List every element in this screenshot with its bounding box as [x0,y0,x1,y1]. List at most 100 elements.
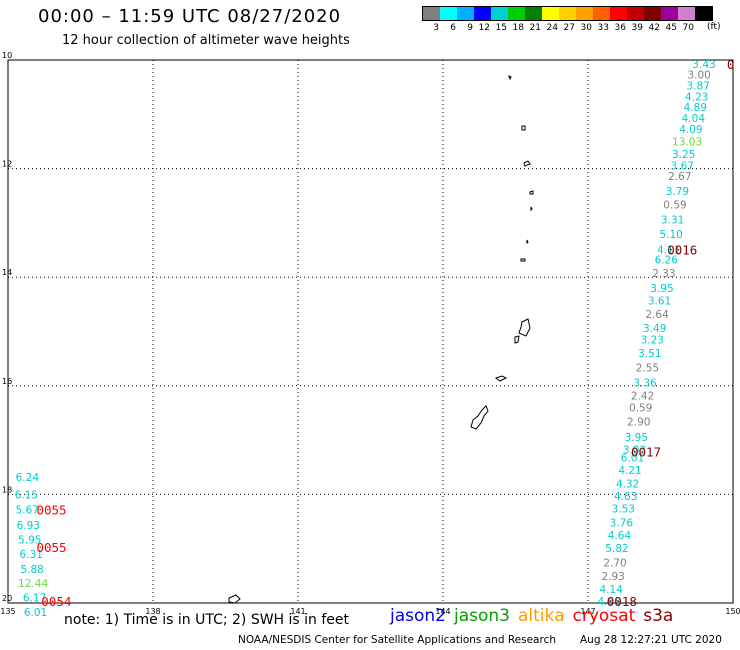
wave-height-reading: 5.67 [16,505,39,517]
color-scale-swatches [422,6,713,21]
wave-height-reading: 3.79 [666,186,689,198]
color-scale-label: 18 [512,23,524,33]
wave-height-reading: 6.01 [24,607,47,619]
satellite-legend: jason2 jason3 altika cryosat s3a [390,606,681,626]
color-scale-labels: 3 6 9 12 15 18 21 24 27 30 33 36 39 42 45 70 [422,23,713,33]
color-scale-label: 30 [580,23,592,33]
wave-height-reading: 5.10 [659,229,682,241]
wave-height-reading: 4.68 [598,596,621,608]
wave-height-reading: 4.04 [682,113,706,125]
color-scale-label: 39 [631,23,643,33]
wave-height-reading: 3.95 [650,283,673,295]
longitude-tick-label: 138 [145,607,160,616]
color-swatch [576,7,593,20]
pass-number-label: 0054 [41,594,71,609]
wave-height-reading: 2.64 [645,309,669,321]
color-swatch [525,7,542,20]
wave-height-reading: 3.03 [623,444,646,456]
wave-height-reading: 3.76 [610,518,634,530]
wave-height-reading: 2.33 [652,268,675,280]
wave-height-reading: 3.95 [625,432,648,444]
wave-height-reading: 4.23 [685,91,708,103]
color-scale-label: 24 [546,23,558,33]
color-scale-label: 33 [597,23,609,33]
footer-note: note: 1) Time is in UTC; 2) SWH is in fe… [64,612,350,628]
wave-height-reading: 4.09 [679,124,702,136]
island-asuncion [508,75,512,81]
latitude-tick-label: 12 [2,160,12,169]
longitude-tick-label: 144 [435,607,450,616]
longitude-tick-label: 135 [0,607,15,616]
wave-height-reading: 4.63 [614,491,637,503]
legend-item-jason2: jason2 [390,606,446,626]
generation-timestamp: Aug 28 12:27:21 UTC 2020 [580,634,722,646]
wave-height-reading: 3.36 [633,378,657,390]
color-scale-label: 21 [529,23,541,33]
pass-number-label: 0055 [36,503,66,518]
color-scale-label: 12 [478,23,490,33]
color-swatch [644,7,661,20]
wave-height-reading: 6.15 [15,489,38,501]
wave-height-reading: 2.42 [631,391,654,403]
wave-height-reading: 3.61 [648,296,671,308]
wave-height-reading: 3.67 [671,160,694,172]
wave-height-reading: 0.59 [663,199,686,211]
pass-number-labels: 0 0016 0017 0018 0055 0055 0054 [36,57,734,609]
color-swatch [542,7,559,20]
color-swatch [508,7,525,20]
color-scale-label: 6 [450,23,456,33]
island-agrihan [521,125,526,131]
wave-height-reading: 3.49 [643,323,666,335]
longitude-tick-label: 141 [290,607,305,616]
color-scale-legend: 3 6 9 12 15 18 21 24 27 30 33 36 39 42 45 70 (ft) [422,6,721,33]
wave-height-reading: 5.88 [20,564,43,576]
color-scale-label: 27 [563,23,575,33]
color-swatch [423,7,440,20]
pass-number-label: 0 [727,57,735,72]
wave-height-reading: 0.59 [629,403,652,415]
wave-height-reading: 3.25 [672,149,695,161]
wave-height-reading: 2.90 [627,417,650,429]
wave-height-reading: 4.11 [657,245,680,257]
color-scale-label: 9 [467,23,473,33]
latitude-tick-label: 20 [2,594,12,603]
latitude-tick-label: 16 [2,377,12,386]
wave-height-reading: 6.93 [17,520,40,532]
map-frame [7,59,734,604]
color-scale-label: 45 [665,23,677,33]
wave-height-reading: 2.93 [601,571,624,583]
wave-height-reading: 4.64 [608,530,632,542]
wave-height-reading: 4.21 [618,465,641,477]
wave-height-reading: 3.53 [612,504,635,516]
color-swatch [610,7,627,20]
color-swatch [627,7,644,20]
longitude-tick-label: 150 [725,607,740,616]
color-swatch [559,7,576,20]
color-swatch [457,7,474,20]
color-swatch [661,7,678,20]
wave-height-reading: 6.31 [20,549,43,561]
color-swatch [440,7,457,20]
wave-height-reading: 6.01 [621,452,644,464]
wave-height-reading: 2.67 [668,171,691,183]
pass-number-label: 0016 [667,243,697,258]
map-title: 00:00 – 11:59 UTC 08/27/2020 [38,6,342,27]
pass-number-label: 0018 [607,594,637,609]
pass-number-label: 0017 [631,445,661,460]
longitude-tick-label: 147 [580,607,595,616]
latitude-tick-label: 14 [2,268,12,277]
island-sarigan [526,239,529,245]
wave-height-reading: 6.24 [16,472,40,484]
credit-line: NOAA/NESDIS Center for Satellite Applica… [238,634,556,646]
island-saipan [518,318,531,337]
coastline [228,75,534,604]
island-pagan [523,160,531,167]
legend-item-cryosat: cryosat [572,606,636,626]
color-scale-label: 42 [648,23,660,33]
latitude-tick-label: 10 [2,51,12,60]
map-grid [7,59,734,604]
wave-height-reading: 2.70 [603,557,626,569]
wave-height-reading: 6.26 [655,254,679,266]
map-subtitle: 12 hour collection of altimeter wave hei… [62,33,350,48]
